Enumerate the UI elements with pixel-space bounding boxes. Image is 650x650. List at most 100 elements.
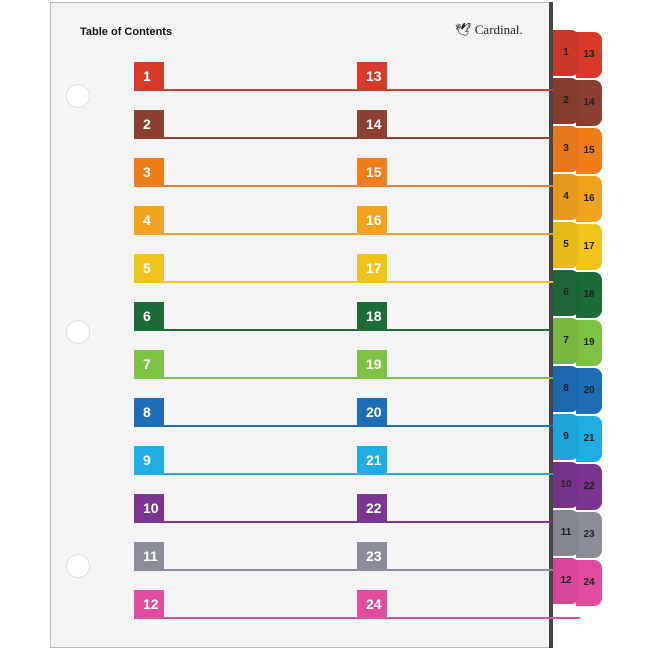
toc-entry-9: 9	[134, 446, 361, 475]
page-title: Table of Contents	[80, 26, 173, 38]
toc-entry-20: 20	[357, 398, 580, 427]
entry-line	[387, 185, 580, 187]
bird-icon: 🕊	[455, 22, 472, 37]
tab-9[interactable]: 9	[553, 414, 579, 460]
entry-line	[387, 329, 580, 331]
tab-4[interactable]: 4	[553, 174, 579, 220]
punch-hole	[66, 320, 90, 344]
tab-3[interactable]: 3	[553, 126, 579, 172]
toc-entry-7: 7	[134, 350, 361, 379]
entry-number: 5	[134, 254, 164, 283]
entry-number: 20	[357, 398, 387, 427]
toc-entry-2: 2	[134, 110, 361, 139]
toc-entry-11: 11	[134, 542, 361, 571]
tab-15[interactable]: 15	[576, 128, 602, 174]
entry-line	[387, 281, 580, 283]
toc-entry-10: 10	[134, 494, 361, 523]
divider-page	[50, 2, 550, 648]
entry-number: 21	[357, 446, 387, 475]
entry-line	[387, 89, 580, 91]
tab-11[interactable]: 11	[553, 510, 579, 556]
entry-number: 18	[357, 302, 387, 331]
tab-21[interactable]: 21	[576, 416, 602, 462]
toc-entry-16: 16	[357, 206, 580, 235]
entry-line	[387, 233, 580, 235]
punch-hole	[66, 84, 90, 108]
toc-entry-23: 23	[357, 542, 580, 571]
entry-line	[387, 521, 580, 523]
toc-entry-22: 22	[357, 494, 580, 523]
toc-entry-19: 19	[357, 350, 580, 379]
toc-entry-8: 8	[134, 398, 361, 427]
page-edge	[549, 2, 553, 648]
entry-number: 7	[134, 350, 164, 379]
toc-entry-15: 15	[357, 158, 580, 187]
entry-line	[387, 569, 580, 571]
entry-number: 3	[134, 158, 164, 187]
entry-line	[164, 281, 361, 283]
tab-24[interactable]: 24	[576, 560, 602, 606]
tab-22[interactable]: 22	[576, 464, 602, 510]
entry-line	[164, 617, 361, 619]
entry-line	[387, 425, 580, 427]
entry-number: 15	[357, 158, 387, 187]
toc-entry-1: 1	[134, 62, 361, 91]
entry-line	[164, 89, 361, 91]
entry-line	[387, 377, 580, 379]
entry-line	[387, 617, 580, 619]
entry-line	[164, 425, 361, 427]
toc-entry-6: 6	[134, 302, 361, 331]
toc-entry-21: 21	[357, 446, 580, 475]
entry-line	[164, 521, 361, 523]
entry-line	[164, 569, 361, 571]
tab-5[interactable]: 5	[553, 222, 579, 268]
entry-line	[164, 377, 361, 379]
tab-7[interactable]: 7	[553, 318, 579, 364]
brand-name: Cardinal.	[474, 22, 523, 37]
entry-number: 10	[134, 494, 164, 523]
entry-number: 9	[134, 446, 164, 475]
tab-2[interactable]: 2	[553, 78, 579, 124]
cardinal-logo: 🕊 Cardinal.	[455, 22, 523, 38]
entry-line	[387, 137, 580, 139]
entry-number: 11	[134, 542, 164, 571]
entry-number: 19	[357, 350, 387, 379]
entry-number: 8	[134, 398, 164, 427]
toc-entry-5: 5	[134, 254, 361, 283]
entry-number: 12	[134, 590, 164, 619]
toc-entry-24: 24	[357, 590, 580, 619]
toc-entry-12: 12	[134, 590, 361, 619]
tab-16[interactable]: 16	[576, 176, 602, 222]
tab-1[interactable]: 1	[553, 30, 579, 76]
entry-line	[164, 329, 361, 331]
tab-19[interactable]: 19	[576, 320, 602, 366]
tab-17[interactable]: 17	[576, 224, 602, 270]
tab-12[interactable]: 12	[553, 558, 579, 604]
toc-entry-13: 13	[357, 62, 580, 91]
entry-number: 16	[357, 206, 387, 235]
entry-line	[164, 233, 361, 235]
punch-hole	[66, 554, 90, 578]
entry-number: 2	[134, 110, 164, 139]
entry-line	[164, 137, 361, 139]
entry-number: 23	[357, 542, 387, 571]
tab-8[interactable]: 8	[553, 366, 579, 412]
tab-14[interactable]: 14	[576, 80, 602, 126]
entry-number: 24	[357, 590, 387, 619]
tab-13[interactable]: 13	[576, 32, 602, 78]
toc-entry-4: 4	[134, 206, 361, 235]
entry-line	[387, 473, 580, 475]
entry-line	[164, 185, 361, 187]
entry-number: 4	[134, 206, 164, 235]
entry-number: 13	[357, 62, 387, 91]
tab-18[interactable]: 18	[576, 272, 602, 318]
tab-23[interactable]: 23	[576, 512, 602, 558]
toc-entry-14: 14	[357, 110, 580, 139]
tab-20[interactable]: 20	[576, 368, 602, 414]
tab-10[interactable]: 10	[553, 462, 579, 508]
toc-entry-3: 3	[134, 158, 361, 187]
tab-6[interactable]: 6	[553, 270, 579, 316]
entry-number: 14	[357, 110, 387, 139]
entry-number: 22	[357, 494, 387, 523]
entry-number: 1	[134, 62, 164, 91]
